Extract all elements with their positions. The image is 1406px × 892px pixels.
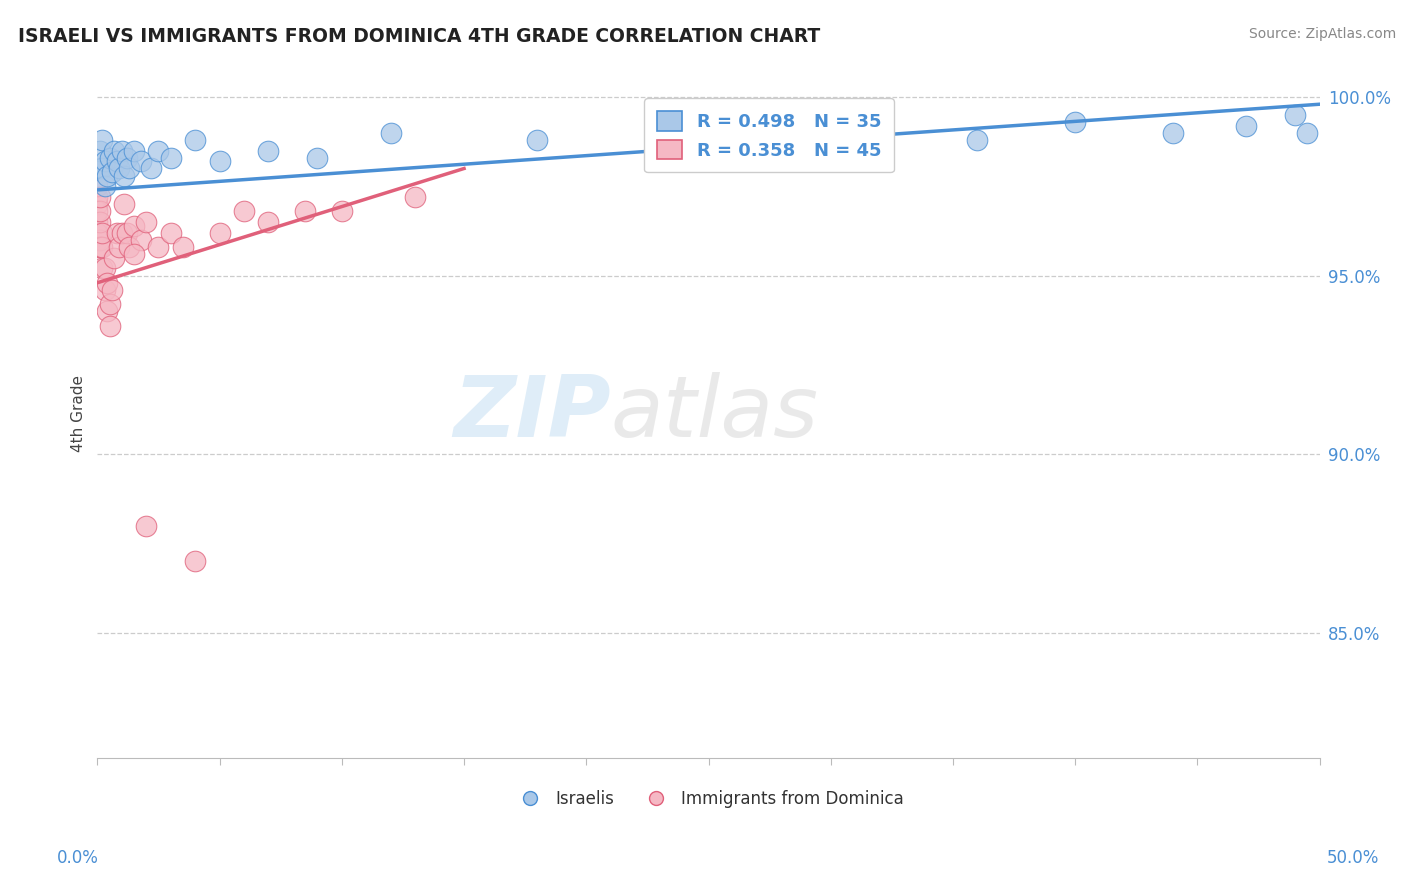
Point	[89, 144, 111, 158]
Point	[118, 161, 141, 176]
Point	[122, 144, 145, 158]
Point	[184, 554, 207, 568]
Point	[148, 144, 170, 158]
Point	[1296, 126, 1319, 140]
Point	[208, 154, 231, 169]
Point	[93, 261, 115, 276]
Text: 50.0%: 50.0%	[1326, 848, 1379, 866]
Text: ISRAELI VS IMMIGRANTS FROM DOMINICA 4TH GRADE CORRELATION CHART: ISRAELI VS IMMIGRANTS FROM DOMINICA 4TH …	[18, 27, 821, 45]
Text: ZIP: ZIP	[453, 372, 610, 455]
Point	[89, 233, 111, 247]
Point	[86, 179, 108, 194]
Point	[257, 144, 280, 158]
Point	[111, 226, 134, 240]
Point	[404, 190, 426, 204]
Point	[91, 226, 114, 240]
Point	[257, 215, 280, 229]
Point	[86, 226, 108, 240]
Point	[86, 240, 108, 254]
Point	[86, 215, 108, 229]
Point	[208, 226, 231, 240]
Point	[86, 204, 108, 219]
Point	[159, 151, 181, 165]
Text: Source: ZipAtlas.com: Source: ZipAtlas.com	[1249, 27, 1396, 41]
Point	[103, 144, 125, 158]
Point	[108, 240, 131, 254]
Point	[148, 240, 170, 254]
Point	[159, 226, 181, 240]
Legend: Israelis, Immigrants from Dominica: Israelis, Immigrants from Dominica	[508, 783, 910, 814]
Point	[96, 169, 118, 183]
Point	[122, 247, 145, 261]
Point	[89, 161, 111, 176]
Point	[103, 251, 125, 265]
Point	[89, 190, 111, 204]
Point	[820, 126, 842, 140]
Point	[91, 161, 114, 176]
Point	[105, 154, 128, 169]
Point	[307, 151, 329, 165]
Point	[172, 240, 194, 254]
Point	[96, 276, 118, 290]
Point	[86, 233, 108, 247]
Point	[115, 226, 138, 240]
Point	[91, 261, 114, 276]
Point	[89, 240, 111, 254]
Point	[101, 165, 124, 179]
Point	[184, 133, 207, 147]
Point	[89, 204, 111, 219]
Point	[112, 197, 135, 211]
Point	[98, 318, 121, 333]
Point	[96, 304, 118, 318]
Point	[330, 204, 353, 219]
Text: 0.0%: 0.0%	[56, 848, 98, 866]
Point	[131, 154, 153, 169]
Point	[966, 133, 988, 147]
Point	[1234, 119, 1257, 133]
Point	[1064, 115, 1087, 129]
Point	[86, 197, 108, 211]
Point	[1161, 126, 1184, 140]
Point	[135, 215, 157, 229]
Point	[108, 161, 131, 176]
Point	[115, 151, 138, 165]
Text: atlas: atlas	[610, 372, 818, 455]
Point	[380, 126, 402, 140]
Point	[93, 154, 115, 169]
Point	[233, 204, 256, 219]
Point	[526, 133, 548, 147]
Point	[89, 215, 111, 229]
Point	[91, 133, 114, 147]
Y-axis label: 4th Grade: 4th Grade	[72, 375, 86, 451]
Point	[86, 190, 108, 204]
Point	[135, 518, 157, 533]
Point	[98, 297, 121, 311]
Point	[111, 144, 134, 158]
Point	[105, 226, 128, 240]
Point	[673, 119, 696, 133]
Point	[139, 161, 162, 176]
Point	[294, 204, 316, 219]
Point	[101, 283, 124, 297]
Point	[93, 179, 115, 194]
Point	[1284, 108, 1306, 122]
Point	[98, 151, 121, 165]
Point	[131, 233, 153, 247]
Point	[112, 169, 135, 183]
Point	[91, 240, 114, 254]
Point	[122, 219, 145, 233]
Point	[93, 283, 115, 297]
Point	[118, 240, 141, 254]
